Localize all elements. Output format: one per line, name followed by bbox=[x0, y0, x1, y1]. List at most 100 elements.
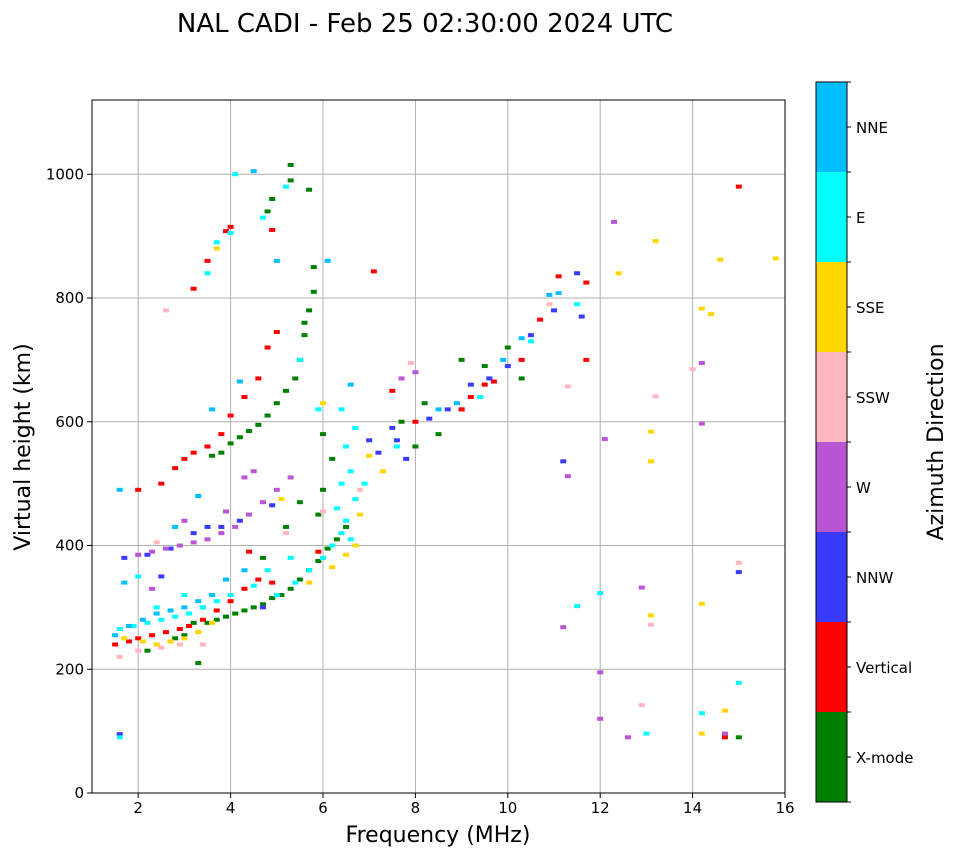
colorbar-label-vertical: Vertical bbox=[856, 659, 912, 677]
data-point bbox=[320, 432, 326, 437]
data-point bbox=[139, 617, 146, 622]
data-point bbox=[167, 608, 174, 613]
colorbar-segment-vertical bbox=[816, 622, 847, 712]
data-point bbox=[444, 407, 451, 412]
data-point bbox=[333, 537, 340, 542]
data-point bbox=[172, 636, 179, 641]
data-point bbox=[195, 661, 202, 666]
data-point bbox=[259, 555, 266, 560]
data-point bbox=[181, 593, 188, 597]
data-point bbox=[735, 560, 742, 565]
data-point bbox=[204, 620, 211, 625]
data-point bbox=[167, 639, 174, 644]
data-point bbox=[698, 421, 705, 426]
data-point bbox=[560, 459, 567, 464]
colorbar-label: Azimuth Direction bbox=[924, 343, 949, 540]
data-point bbox=[241, 586, 248, 591]
data-point bbox=[467, 395, 474, 399]
series-sse bbox=[121, 239, 779, 736]
data-point bbox=[158, 481, 165, 486]
colorbar-label-x-mode: X-mode bbox=[856, 749, 913, 767]
series-ssw bbox=[116, 302, 742, 708]
data-point bbox=[125, 623, 132, 628]
data-point bbox=[135, 574, 142, 579]
data-point bbox=[292, 580, 299, 585]
data-point bbox=[601, 437, 608, 442]
data-point bbox=[518, 357, 525, 362]
series-nne bbox=[112, 169, 562, 638]
data-points bbox=[112, 162, 779, 740]
data-point bbox=[306, 308, 313, 313]
data-point bbox=[698, 731, 705, 736]
data-point bbox=[181, 633, 188, 638]
chart-title: NAL CADI - Feb 25 02:30:00 2024 UTC bbox=[177, 9, 673, 39]
data-point bbox=[273, 401, 280, 406]
y-tick-label: 0 bbox=[74, 784, 84, 802]
data-point bbox=[458, 407, 465, 412]
data-point bbox=[250, 169, 257, 174]
data-point bbox=[296, 357, 303, 362]
data-point bbox=[209, 620, 216, 625]
data-point bbox=[324, 258, 331, 263]
data-point bbox=[269, 596, 276, 601]
plot-frame bbox=[91, 99, 786, 794]
data-point bbox=[615, 271, 622, 276]
data-point bbox=[181, 605, 188, 610]
data-point bbox=[158, 574, 165, 579]
data-point bbox=[121, 555, 128, 560]
data-point bbox=[352, 543, 359, 548]
data-point bbox=[453, 401, 460, 406]
data-point bbox=[273, 487, 280, 492]
x-axis-label: Frequency (MHz) bbox=[346, 823, 531, 848]
data-point bbox=[500, 357, 507, 362]
data-point bbox=[190, 286, 197, 291]
data-point bbox=[218, 432, 225, 437]
data-point bbox=[121, 636, 128, 641]
data-point bbox=[255, 376, 262, 381]
data-point bbox=[181, 518, 188, 523]
data-point bbox=[287, 555, 294, 560]
data-point bbox=[347, 537, 354, 542]
data-point bbox=[320, 401, 326, 406]
y-tick-label: 1000 bbox=[46, 165, 84, 183]
data-point bbox=[190, 620, 197, 625]
data-point bbox=[546, 292, 553, 297]
data-point bbox=[269, 580, 276, 585]
data-point bbox=[195, 494, 202, 498]
data-point bbox=[162, 308, 169, 313]
x-axis-ticks: 2 4 6 8 10 12 14 16 bbox=[133, 793, 795, 817]
data-point bbox=[772, 256, 779, 261]
data-point bbox=[218, 531, 225, 536]
data-point bbox=[273, 330, 280, 335]
data-point bbox=[652, 239, 659, 244]
data-point bbox=[135, 487, 142, 492]
x-tick-label: 6 bbox=[318, 799, 328, 817]
data-point bbox=[648, 429, 655, 434]
y-tick-label: 800 bbox=[55, 289, 84, 307]
data-point bbox=[652, 394, 659, 399]
data-point bbox=[698, 601, 705, 606]
data-point bbox=[333, 506, 340, 511]
data-point bbox=[241, 608, 248, 613]
data-point bbox=[320, 487, 326, 492]
colorbar-segment-nnw bbox=[816, 532, 847, 622]
data-point bbox=[555, 274, 562, 279]
series-e bbox=[116, 172, 742, 740]
data-point bbox=[306, 187, 313, 192]
data-point bbox=[227, 413, 234, 418]
data-point bbox=[315, 549, 322, 554]
data-point bbox=[564, 384, 571, 389]
data-point bbox=[648, 459, 655, 464]
data-point bbox=[116, 487, 123, 492]
data-point bbox=[222, 509, 229, 514]
data-point bbox=[458, 357, 465, 362]
data-point bbox=[259, 602, 266, 607]
data-point bbox=[315, 512, 322, 517]
data-point bbox=[435, 432, 442, 437]
data-point bbox=[204, 524, 211, 529]
data-point bbox=[389, 388, 396, 393]
y-axis-ticks: 0 200 400 600 800 1000 bbox=[46, 165, 92, 802]
data-point bbox=[158, 617, 165, 622]
y-tick-label: 400 bbox=[55, 537, 84, 555]
data-point bbox=[158, 645, 165, 650]
